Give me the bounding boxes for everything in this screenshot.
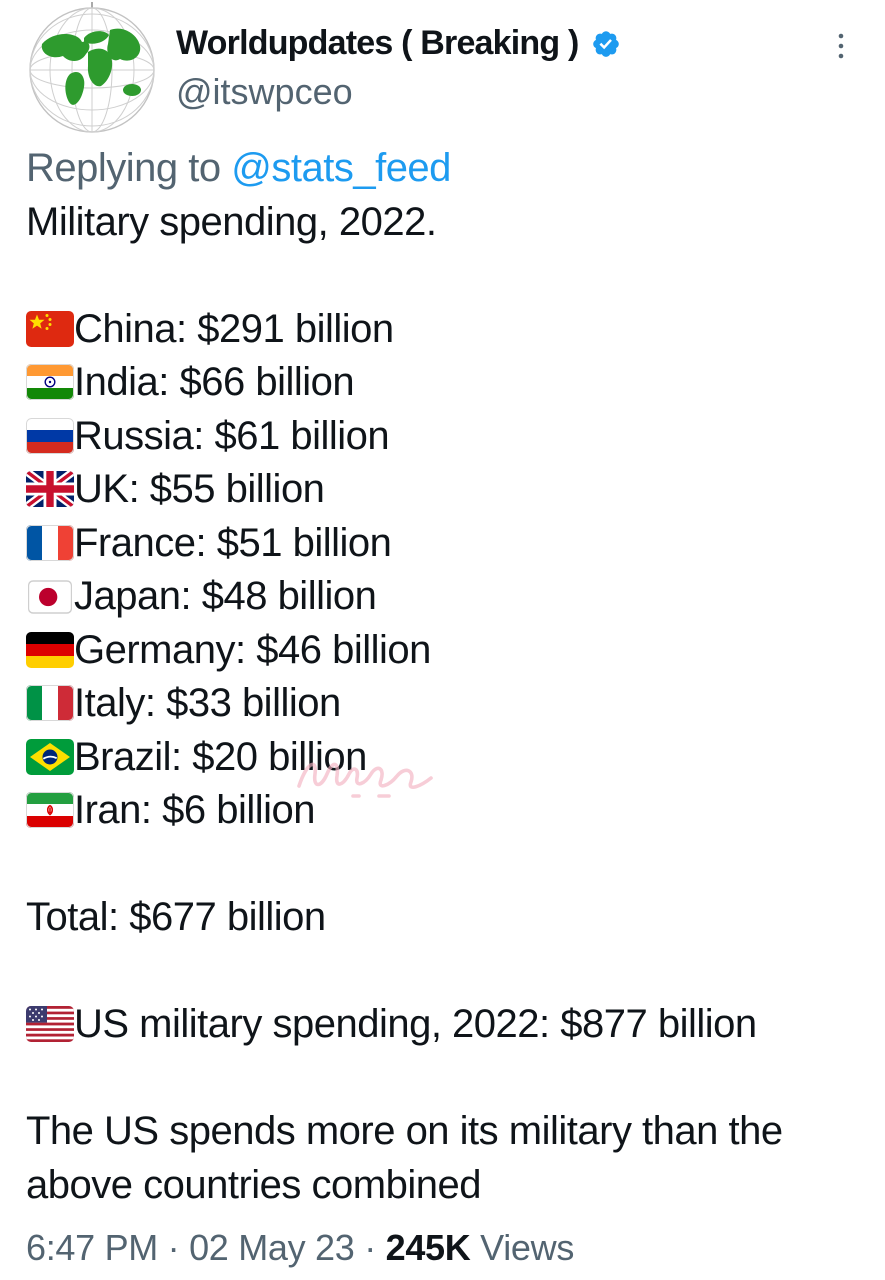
country-text: Russia: $61 billion xyxy=(74,413,390,458)
display-name[interactable]: Worldupdates ( Breaking ) xyxy=(176,24,579,62)
country-text: Iran: $6 billion xyxy=(74,788,316,832)
more-options-button[interactable] xyxy=(835,30,847,62)
country-row-italy: Italy: $33 billion xyxy=(26,677,865,731)
total-line: Total: $677 billion xyxy=(26,895,326,939)
tweet-meta: 6:47 PM · 02 May 23 · 245K Views xyxy=(26,1227,865,1269)
avatar[interactable] xyxy=(26,2,158,134)
country-row-brazil: Brazil: $20 billion xyxy=(26,731,865,785)
country-text: France: $51 billion xyxy=(74,520,392,565)
flag-russia-icon xyxy=(26,417,74,454)
kebab-menu-icon xyxy=(838,33,844,59)
country-row-china: China: $291 billion xyxy=(26,303,865,357)
tweet-header: Worldupdates ( Breaking ) @itswpceo xyxy=(26,0,865,134)
views-label: Views xyxy=(480,1227,575,1268)
country-row-uk: UK: $55 billion xyxy=(26,463,865,517)
timestamp: 6:47 PM xyxy=(26,1227,158,1268)
flag-japan-icon xyxy=(28,580,72,614)
country-row-iran: Iran: $6 billion xyxy=(26,784,865,838)
views-count: 245K xyxy=(385,1227,471,1268)
meta-separator: · xyxy=(364,1227,376,1268)
conclusion-text: The US spends more on its military than … xyxy=(26,1109,783,1207)
flag-india-icon xyxy=(26,364,74,400)
us-spending-text: US military spending, 2022: $877 billion xyxy=(74,1002,757,1046)
flag-france-icon xyxy=(26,524,74,561)
globe-icon xyxy=(29,2,155,133)
verified-badge-icon xyxy=(591,29,621,59)
reply-mention-link[interactable]: @stats_feed xyxy=(231,146,451,190)
user-handle[interactable]: @itswpceo xyxy=(176,71,353,112)
flag-italy-icon xyxy=(26,685,74,721)
tweet-intro-line: Military spending, 2022. xyxy=(26,199,437,244)
country-text: Brazil: $20 billion xyxy=(74,734,367,779)
country-row-russia: Russia: $61 billion xyxy=(26,410,865,464)
tweet-body: Military spending, 2022. China: $291 bil… xyxy=(26,196,865,1213)
author-names: Worldupdates ( Breaking ) @itswpceo xyxy=(176,2,621,113)
country-text: China: $291 billion xyxy=(74,306,394,351)
flag-china-icon xyxy=(26,310,74,347)
country-text: Japan: $48 billion xyxy=(74,574,377,618)
flag-brazil-icon xyxy=(26,738,74,775)
country-row-india: India: $66 billion xyxy=(26,356,865,410)
country-text: UK: $55 billion xyxy=(74,467,325,511)
replying-to-label: Replying to xyxy=(26,146,221,190)
flag-iran-icon xyxy=(26,792,74,828)
country-list: China: $291 billion India: $66 billion R… xyxy=(26,303,865,838)
date: 02 May 23 xyxy=(189,1227,355,1268)
flag-uk-icon xyxy=(26,471,74,507)
reply-context: Replying to @stats_feed xyxy=(26,142,865,196)
flag-us-icon xyxy=(26,1006,74,1042)
country-text: India: $66 billion xyxy=(74,360,355,404)
country-row-japan: Japan: $48 billion xyxy=(26,570,865,624)
us-spending-line: US military spending, 2022: $877 billion xyxy=(26,998,865,1052)
country-row-germany: Germany: $46 billion xyxy=(26,624,865,678)
country-text: Italy: $33 billion xyxy=(74,681,341,725)
country-row-france: France: $51 billion xyxy=(26,517,865,571)
country-text: Germany: $46 billion xyxy=(74,627,431,672)
flag-germany-icon xyxy=(26,631,74,668)
meta-separator: · xyxy=(167,1227,180,1268)
